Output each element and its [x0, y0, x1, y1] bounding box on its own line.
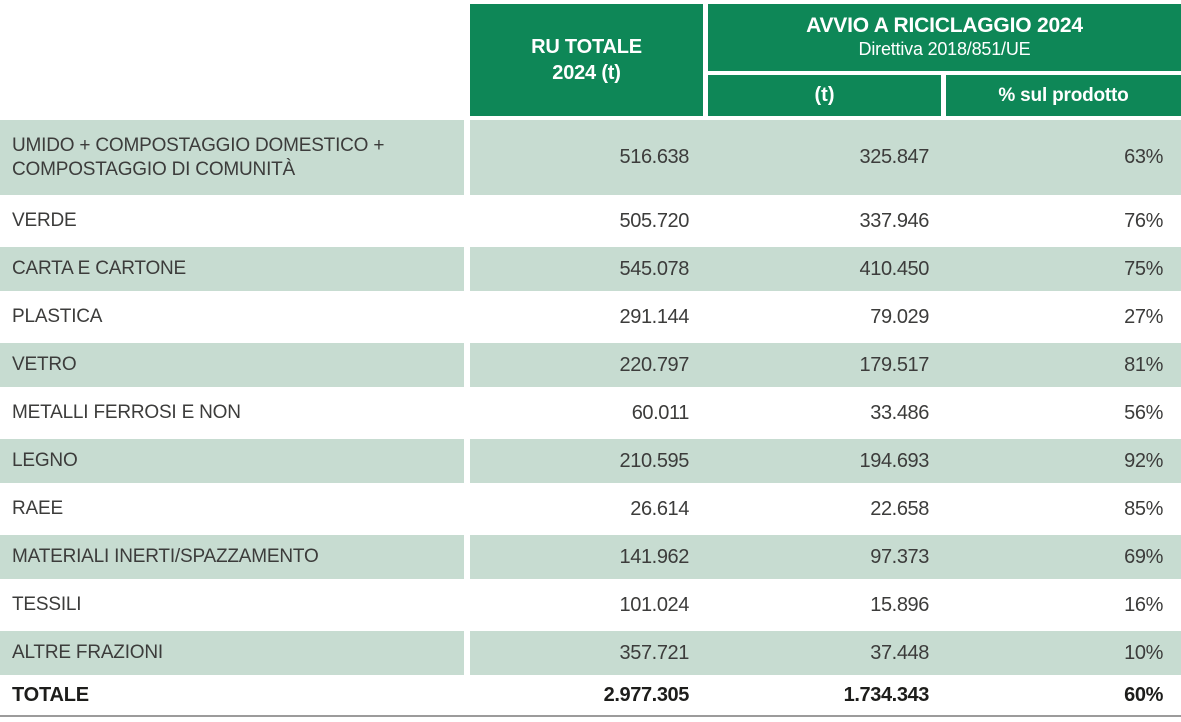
cell-ru-totale: 101.024 — [619, 593, 690, 616]
table-row-carta: CARTA E CARTONE 545.078 410.450 75% — [0, 247, 1181, 291]
row-label: CARTA E CARTONE — [0, 247, 464, 291]
avvio-subtitle: Direttiva 2018/851/UE — [858, 39, 1031, 60]
total-riciclaggio-t: 1.734.343 — [843, 684, 930, 706]
cell-ru-totale: 141.962 — [470, 535, 703, 579]
total-percent: 60% — [1124, 684, 1163, 706]
cell-percent: 69% — [941, 535, 1181, 579]
table-row-umido: UMIDO + COMPOSTAGGIO DOMESTICO + COMPOST… — [0, 120, 1181, 195]
avvio-title: AVVIO A RICICLAGGIO 2024 — [806, 14, 1083, 38]
cell-ru-totale: 60.011 — [631, 401, 690, 424]
table-row-plastica: PLASTICA 291.144 79.029 27% — [0, 295, 1181, 339]
column-gap — [464, 679, 470, 712]
column-gap — [464, 487, 470, 531]
cell-percent: 76% — [1124, 209, 1163, 232]
row-label: UMIDO + COMPOSTAGGIO DOMESTICO + COMPOST… — [0, 120, 464, 195]
cell-riciclaggio-t: 37.448 — [703, 631, 941, 675]
row-label: LEGNO — [0, 439, 464, 483]
cell-percent: 75% — [941, 247, 1181, 291]
cell-percent: 81% — [941, 343, 1181, 387]
column-gap — [464, 343, 470, 387]
column-gap — [941, 75, 946, 116]
cell-ru-totale: 291.144 — [619, 305, 690, 328]
cell-percent: 63% — [941, 120, 1181, 195]
column-gap — [464, 247, 470, 291]
table-row-tessili: TESSILI 101.024 15.896 16% — [0, 583, 1181, 627]
total-label: TOTALE — [12, 684, 89, 706]
column-header-percent: % sul prodotto — [946, 75, 1181, 116]
row-label: METALLI FERROSI E NON — [12, 402, 241, 424]
table-row-totale: TOTALE 2.977.305 1.734.343 60% — [0, 679, 1181, 712]
column-gap — [464, 295, 470, 339]
cell-riciclaggio-t: 15.896 — [870, 593, 929, 616]
column-gap — [464, 583, 470, 627]
row-label: VETRO — [0, 343, 464, 387]
cell-ru-totale: 545.078 — [470, 247, 703, 291]
cell-riciclaggio-t: 33.486 — [870, 401, 929, 424]
cell-ru-totale: 220.797 — [470, 343, 703, 387]
cell-percent: 27% — [1124, 305, 1163, 328]
column-gap — [464, 199, 470, 243]
cell-riciclaggio-t: 410.450 — [703, 247, 941, 291]
cell-riciclaggio-t: 22.658 — [870, 497, 929, 520]
table-row-verde: VERDE 505.720 337.946 76% — [0, 199, 1181, 243]
ru-totale-line2: 2024 (t) — [552, 62, 621, 84]
column-gap — [703, 4, 708, 116]
column-gap — [464, 120, 470, 195]
table-body: UMIDO + COMPOSTAGGIO DOMESTICO + COMPOST… — [0, 120, 1181, 675]
cell-ru-totale: 26.614 — [630, 497, 689, 520]
table-row-legno: LEGNO 210.595 194.693 92% — [0, 439, 1181, 483]
row-label: RAEE — [12, 498, 63, 520]
table-row-vetro: VETRO 220.797 179.517 81% — [0, 343, 1181, 387]
row-label: PLASTICA — [12, 306, 103, 328]
cell-ru-totale: 210.595 — [470, 439, 703, 483]
column-header-tonnellate: (t) — [708, 75, 941, 116]
cell-percent: 92% — [941, 439, 1181, 483]
column-gap — [464, 391, 470, 435]
sub-header-row: (t) % sul prodotto — [708, 75, 1181, 116]
cell-riciclaggio-t: 325.847 — [703, 120, 941, 195]
column-gap — [464, 439, 470, 483]
header-row-gap — [708, 71, 1181, 75]
row-label: ALTRE FRAZIONI — [0, 631, 464, 675]
column-gap — [464, 535, 470, 579]
table-row-metalli: METALLI FERROSI E NON 60.011 33.486 56% — [0, 391, 1181, 435]
row-label: TESSILI — [12, 594, 82, 616]
table-bottom-rule — [0, 715, 1181, 717]
table-row-raee: RAEE 26.614 22.658 85% — [0, 487, 1181, 531]
total-ru-totale: 2.977.305 — [603, 684, 690, 706]
table-row-inerti: MATERIALI INERTI/SPAZZAMENTO 141.962 97.… — [0, 535, 1181, 579]
cell-riciclaggio-t: 194.693 — [703, 439, 941, 483]
ru-totale-line1: RU TOTALE — [531, 36, 642, 58]
column-gap — [464, 631, 470, 675]
table-row-altre-frazioni: ALTRE FRAZIONI 357.721 37.448 10% — [0, 631, 1181, 675]
row-label: MATERIALI INERTI/SPAZZAMENTO — [0, 535, 464, 579]
cell-ru-totale: 516.638 — [470, 120, 703, 195]
header-label-spacer — [0, 4, 464, 116]
cell-percent: 16% — [1124, 593, 1163, 616]
cell-ru-totale: 505.720 — [619, 209, 690, 232]
column-header-ru-totale: RU TOTALE 2024 (t) — [470, 4, 703, 116]
cell-riciclaggio-t: 337.946 — [859, 209, 930, 232]
column-group-avvio: AVVIO A RICICLAGGIO 2024 Direttiva 2018/… — [708, 4, 1181, 116]
row-label: VERDE — [12, 210, 77, 232]
cell-percent: 56% — [1124, 401, 1163, 424]
cell-riciclaggio-t: 97.373 — [703, 535, 941, 579]
cell-percent: 85% — [1124, 497, 1163, 520]
column-header-avvio-riciclaggio: AVVIO A RICICLAGGIO 2024 Direttiva 2018/… — [708, 4, 1181, 71]
cell-ru-totale: 357.721 — [470, 631, 703, 675]
column-gap — [464, 4, 470, 116]
cell-riciclaggio-t: 79.029 — [870, 305, 929, 328]
table-header: RU TOTALE 2024 (t) AVVIO A RICICLAGGIO 2… — [0, 4, 1181, 116]
cell-percent: 10% — [941, 631, 1181, 675]
cell-riciclaggio-t: 179.517 — [703, 343, 941, 387]
